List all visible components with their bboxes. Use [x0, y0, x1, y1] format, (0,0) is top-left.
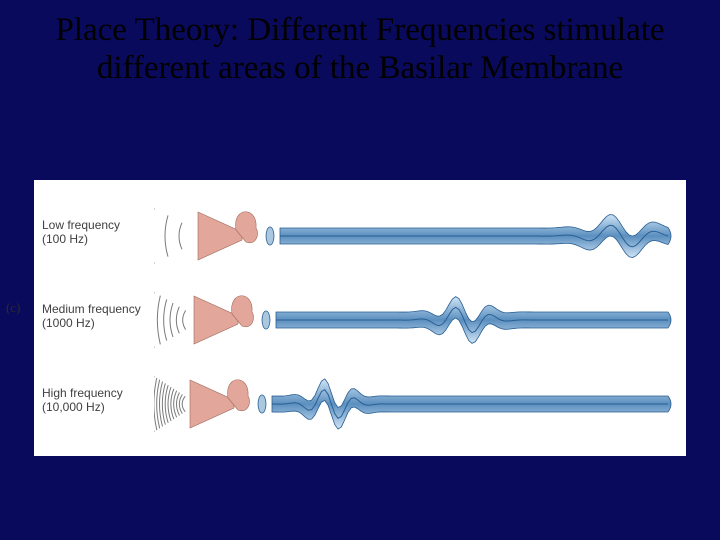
row-high: High frequency (10,000 Hz) [34, 364, 686, 444]
label-line: Low frequency [42, 218, 120, 232]
slide: Place Theory: Different Frequencies stim… [0, 0, 720, 540]
sound-waves [154, 292, 186, 348]
outer-ear-icon [190, 380, 250, 428]
outer-ear-icon [198, 212, 258, 260]
row-medium: Medium frequency (1000 Hz) [34, 280, 686, 360]
diagram-panel: (c) Low frequency (100 Hz) Medium freque… [34, 180, 686, 456]
row-low: Low frequency (100 Hz) [34, 196, 686, 276]
oval-window-icon [258, 395, 266, 413]
graphic-medium [154, 280, 674, 360]
oval-window-icon [266, 227, 274, 245]
panel-marker: (c) [6, 300, 20, 316]
label-line: Medium frequency [42, 302, 141, 316]
label-line: (1000 Hz) [42, 316, 141, 330]
outer-ear-icon [194, 296, 254, 344]
sound-waves [154, 376, 185, 432]
oval-window-icon [262, 311, 270, 329]
row-svg [154, 280, 674, 360]
graphic-high [154, 364, 674, 444]
row-label-medium: Medium frequency (1000 Hz) [42, 302, 141, 331]
label-line: (100 Hz) [42, 232, 120, 246]
sound-waves [154, 208, 182, 264]
graphic-low [154, 196, 674, 276]
label-line: (10,000 Hz) [42, 400, 123, 414]
row-label-high: High frequency (10,000 Hz) [42, 386, 123, 415]
row-svg [154, 364, 674, 444]
label-line: High frequency [42, 386, 123, 400]
slide-title: Place Theory: Different Frequencies stim… [0, 0, 720, 88]
row-svg [154, 196, 674, 276]
row-label-low: Low frequency (100 Hz) [42, 218, 120, 247]
